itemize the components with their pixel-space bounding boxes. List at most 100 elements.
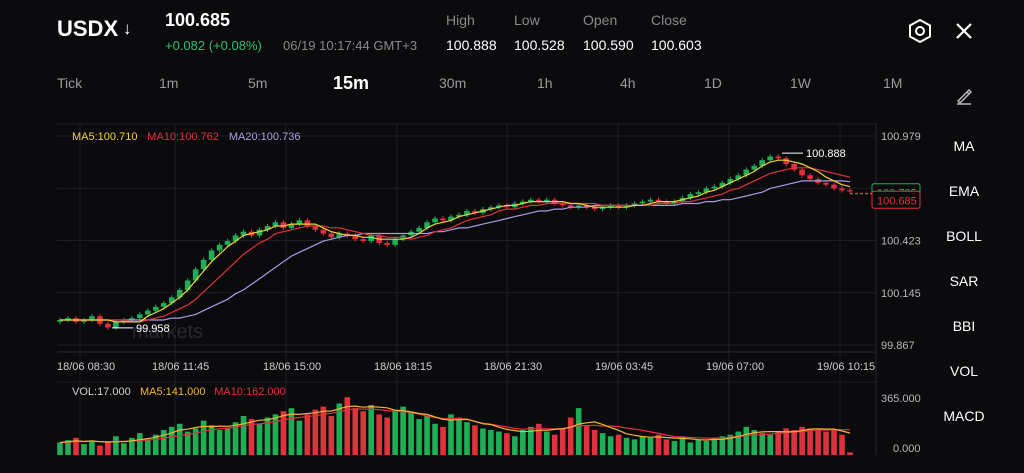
tab-1w[interactable]: 1W [790,75,811,91]
volume-bar [783,428,789,455]
volume-bar [65,440,71,455]
volume-bar [168,426,175,455]
volume-bar [264,417,271,455]
symbol-title[interactable]: USDX [57,16,119,41]
volume-bar [121,443,127,455]
volume-bar [799,426,805,455]
candles-group [57,154,853,330]
candle [839,188,845,191]
volume-bar [583,425,590,455]
candle [464,210,470,215]
tab-4h[interactable]: 4h [620,75,636,91]
volume-bar [575,408,582,455]
candle [360,239,367,242]
tab-1m-month[interactable]: 1M [883,75,903,91]
volume-bar [105,441,111,455]
tab-30m[interactable]: 30m [439,75,467,91]
volume-bar [535,423,542,455]
ma5-line [60,159,851,323]
high-marker-label: 100.888 [806,148,846,160]
candle [591,207,598,210]
down-arrow-icon: ↓ [123,19,132,38]
y-tick-label: 100.145 [881,288,921,300]
candle [208,250,215,260]
volume-bar [432,423,438,455]
indicator-bbi[interactable]: BBI [952,318,976,334]
candle [352,235,359,240]
tab-1d[interactable]: 1D [704,75,722,91]
volume-group: VOL:17.000 MA5:141.000 MA10:162.000 365.000… [57,386,921,455]
candle [392,239,398,245]
volume-bar [73,437,79,455]
price-change: +0.082 (+0.08%) [165,38,262,53]
candle [152,306,159,311]
indicator-boll[interactable]: BOLL [946,228,982,244]
bid-label: 100.685 [877,195,917,207]
candle [121,320,127,322]
volume-bar [631,439,638,455]
volume-bar [480,428,486,455]
volume-bar [815,430,821,455]
close-value: 100.603 [651,37,702,53]
candle [687,194,694,198]
tab-tick[interactable]: Tick [57,75,83,91]
tab-5m[interactable]: 5m [248,75,268,91]
vol-legend: MA10:162.000 [214,386,286,398]
volume-bar [847,452,853,455]
volume-bar [400,406,406,455]
candle [823,182,829,185]
candle [711,186,718,189]
x-tick-label: 18/06 08:30 [57,361,115,373]
indicator-ema[interactable]: EMA [948,183,980,199]
candle [783,158,789,165]
volume-bar [559,428,566,455]
candle [775,156,781,159]
candle [129,318,135,321]
volume-bar [472,425,478,455]
price-chart[interactable]: markets 100.979100.701100.423100.14599.8… [0,0,930,473]
volume-bar [160,430,167,455]
candle [567,205,574,208]
volume-bar [216,430,223,455]
volume-bar [775,431,781,455]
candle [224,241,231,245]
candle [200,259,207,270]
volume-bar [831,430,837,455]
low-marker-label: 99.958 [136,323,170,335]
watermark: markets [132,321,203,343]
volume-bar [192,428,199,455]
tab-1h[interactable]: 1h [537,75,553,91]
volume-bar [89,440,95,455]
indicator-ma[interactable]: MA [953,138,975,154]
indicator-vol[interactable]: VOL [949,363,978,379]
candle [735,175,742,180]
volume-bar [671,440,678,455]
volume-bar [663,439,670,455]
volume-bar [368,405,375,455]
volume-bar [727,434,734,455]
volume-bar [743,426,750,455]
y-tick-label: 100.423 [881,236,921,248]
draw-pencil-icon[interactable] [950,82,978,110]
tab-15m[interactable]: 15m [333,73,370,93]
close-icon[interactable] [950,17,978,45]
volume-bar [272,414,279,455]
volume-bar [392,409,398,455]
ma-legend: MA5:100.710 [72,131,137,143]
candle [144,310,151,315]
candle [767,156,774,161]
candle [328,233,335,238]
volume-bar [655,434,662,455]
candle [535,199,542,202]
bid-box [871,190,921,209]
tab-1m[interactable]: 1m [159,75,179,91]
indicator-macd[interactable]: MACD [943,408,985,424]
indicator-sar[interactable]: SAR [949,273,979,289]
volume-bar [823,431,829,455]
settings-icon[interactable] [906,17,934,45]
volume-bar [416,419,422,455]
high-value: 100.888 [446,37,497,53]
volume-bar [424,415,430,455]
volume-bar [352,408,359,455]
vol-legend: MA5:141.000 [140,386,205,398]
